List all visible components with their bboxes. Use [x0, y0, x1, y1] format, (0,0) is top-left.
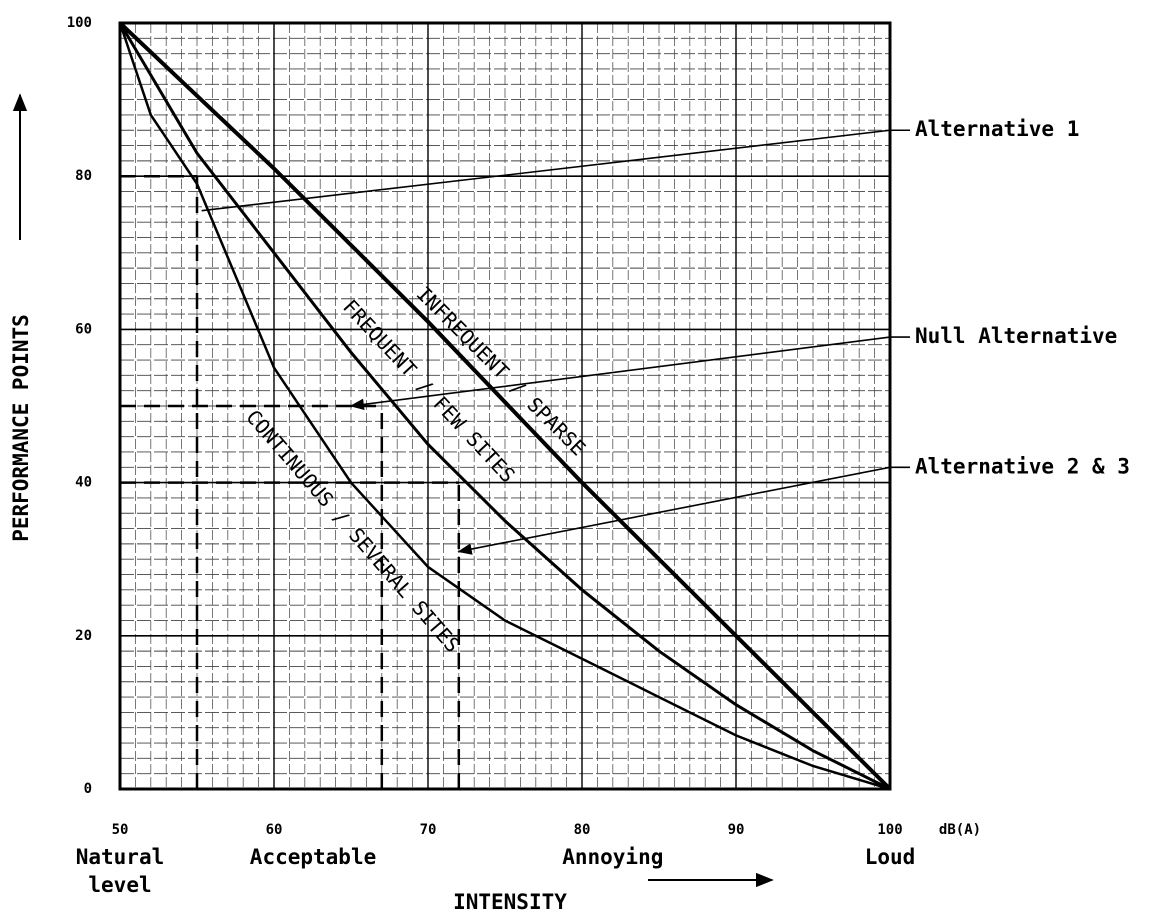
x-tick-label: 50 — [112, 822, 129, 838]
y-tick-label: 20 — [75, 628, 92, 644]
x-region-label: Loud — [864, 845, 916, 869]
x-region-label: Annoying — [562, 845, 664, 869]
x-region-label: Natural level — [75, 845, 165, 897]
y-axis-label: PERFORMANCE POINTS — [9, 314, 33, 542]
curve-label: INFREQUENT / SPARSE — [412, 282, 591, 461]
series-line — [118, 22, 891, 791]
y-tick-label: 60 — [75, 321, 92, 337]
curve-label: CONTINUOUS / SEVERAL SITES — [241, 405, 465, 657]
y-tick-label: 40 — [75, 475, 92, 491]
annotation-leader — [201, 129, 891, 212]
annotation-text: Null Alternative — [915, 324, 1117, 348]
annotation-leader — [457, 466, 891, 555]
x-tick-label: 70 — [420, 822, 437, 838]
y-tick-label: 100 — [67, 15, 92, 31]
x-tick-label: 60 — [266, 822, 283, 838]
y-tick-label: 80 — [75, 168, 92, 184]
x-tick-label: 80 — [574, 822, 591, 838]
x-region-label: Acceptable — [249, 845, 377, 869]
x-tick-label: 100 — [877, 822, 902, 838]
y-tick-label: 0 — [84, 781, 92, 797]
annotation-text: Alternative 2 & 3 — [915, 454, 1130, 478]
series-line — [118, 22, 891, 791]
x-tick-label: 90 — [728, 822, 745, 838]
x-axis-label: INTENSITY — [453, 890, 567, 914]
annotation-leader — [349, 336, 891, 411]
series-line — [118, 21, 892, 791]
annotation-text: Alternative 1 — [915, 117, 1079, 141]
x-unit: dB(A) — [939, 822, 981, 838]
